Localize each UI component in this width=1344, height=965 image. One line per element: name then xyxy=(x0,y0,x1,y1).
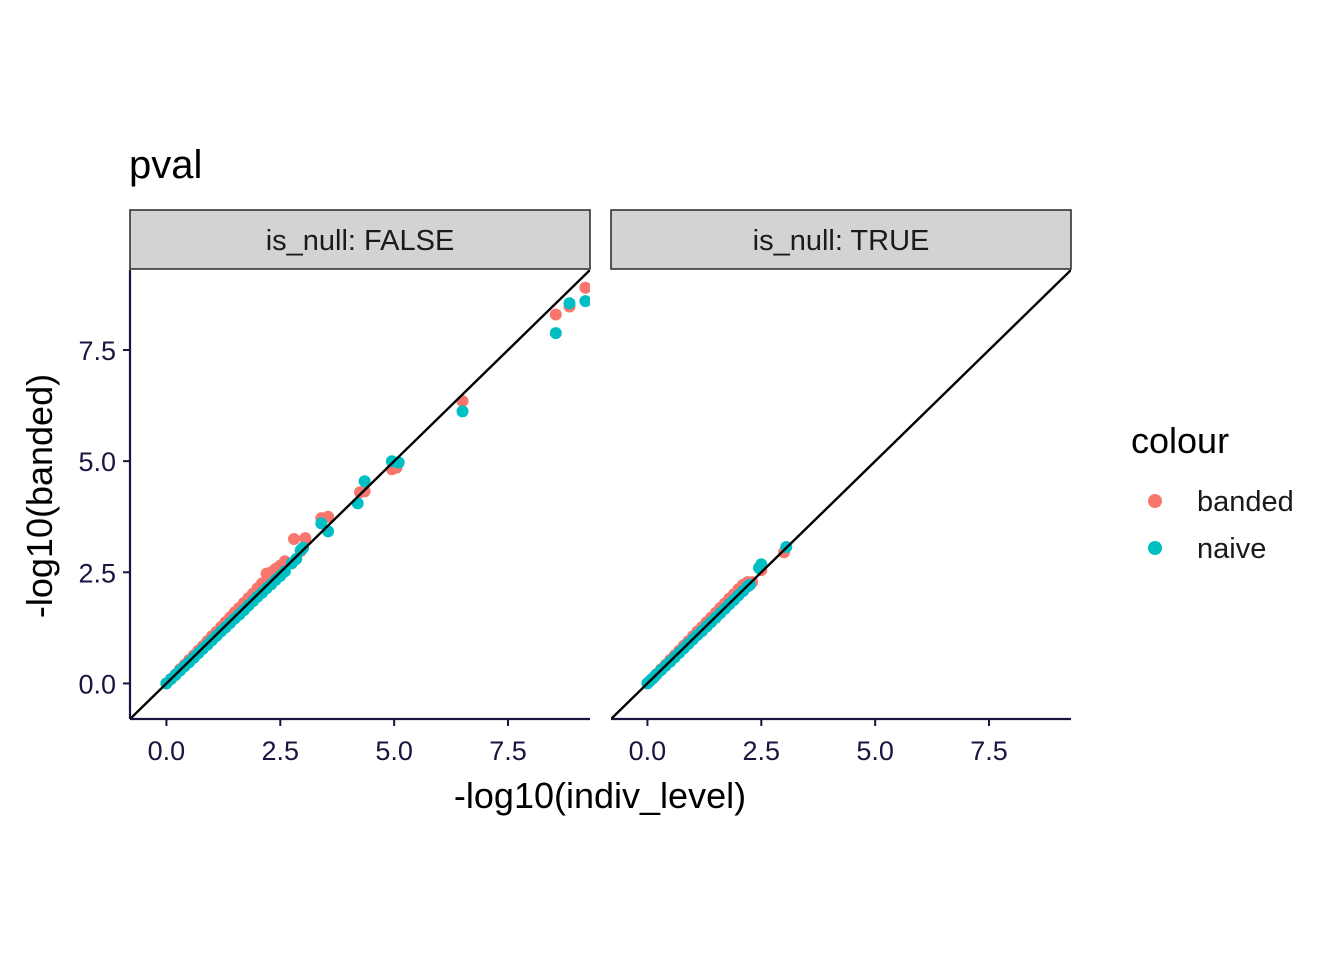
panel-points xyxy=(160,281,590,690)
panel-2: is_null: TRUE 0.0 2.5 5.0 7.5 xyxy=(610,209,1072,766)
y-axis-title: -log10(banded) xyxy=(19,374,60,618)
x-axis-title: -log10(indiv_level) xyxy=(454,775,746,816)
data-point-naive xyxy=(579,295,590,308)
panel-1: is_null: FALSE 0.0 2.5 5.0 7.5 0.0 2.5 5.0 7.5 xyxy=(78,209,591,766)
legend-label-naive: naive xyxy=(1197,533,1266,565)
facet-strip-label: is_null: TRUE xyxy=(753,225,930,257)
x-tick-label: 2.5 xyxy=(743,736,781,766)
data-point-banded xyxy=(288,533,300,545)
data-point-naive xyxy=(290,553,303,565)
data-point-naive xyxy=(563,297,576,310)
y-tick-label: 0.0 xyxy=(78,669,116,699)
facet-strip-label: is_null: FALSE xyxy=(266,225,455,257)
data-point-naive xyxy=(297,541,310,554)
legend-key-banded xyxy=(1148,494,1162,508)
chart-title: pval xyxy=(129,143,202,187)
identity-line xyxy=(130,270,590,719)
data-point-banded xyxy=(549,308,562,321)
data-point-banded xyxy=(299,532,312,545)
y-tick-label: 7.5 xyxy=(78,336,116,366)
legend: colour banded naive xyxy=(1131,420,1294,565)
legend-title: colour xyxy=(1131,420,1229,461)
facet-strip xyxy=(129,209,591,270)
x-tick-label: 0.0 xyxy=(629,736,667,766)
x-tick-label: 5.0 xyxy=(856,736,894,766)
legend-label-banded: banded xyxy=(1197,486,1294,518)
x-tick-label: 0.0 xyxy=(148,736,186,766)
legend-key-naive xyxy=(1148,541,1162,555)
y-tick-label: 5.0 xyxy=(78,447,116,477)
data-point-banded xyxy=(579,281,590,294)
data-point-naive xyxy=(315,517,328,530)
data-point-naive xyxy=(549,327,562,340)
identity-line xyxy=(611,270,1071,719)
data-point-naive xyxy=(358,475,371,488)
data-point-naive xyxy=(755,558,768,571)
data-point-naive xyxy=(278,565,291,578)
x-tick-label: 2.5 xyxy=(262,736,300,766)
x-tick-label: 5.0 xyxy=(375,736,413,766)
facet-strip xyxy=(610,209,1072,270)
x-tick-label: 7.5 xyxy=(970,736,1008,766)
y-tick-label: 2.5 xyxy=(78,558,116,588)
x-tick-label: 7.5 xyxy=(489,736,527,766)
data-point-naive xyxy=(456,405,469,418)
